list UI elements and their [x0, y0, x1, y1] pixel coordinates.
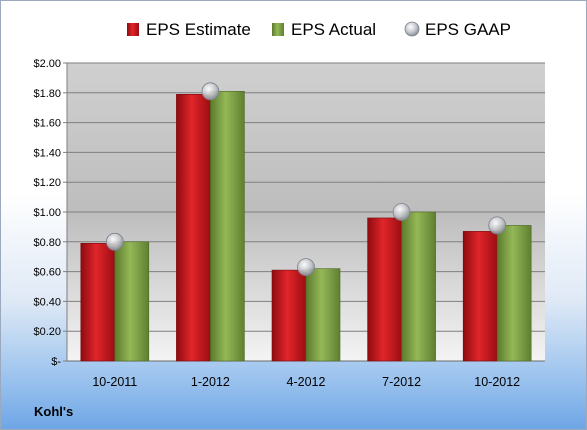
marker-eps-gaap: [201, 82, 220, 101]
legend-swatch: [127, 23, 139, 36]
bar-eps-actual: [114, 241, 150, 362]
bar-eps-actual: [305, 268, 341, 362]
plot-area: $- $0.20 $0.40 $0.60 $0.80 $1.00 $1.20 $1.40 $1.…: [33, 58, 545, 389]
bar-eps-estimate: [271, 269, 307, 362]
legend-label: EPS GAAP: [425, 20, 511, 39]
y-tick-label: $1.20: [33, 177, 61, 189]
x-tick-label: 7-2012: [382, 375, 421, 389]
bar-eps-estimate: [80, 242, 116, 362]
marker-eps-gaap: [392, 203, 411, 221]
x-tick-label: 10-2012: [474, 375, 520, 389]
y-tick-label: $0.40: [33, 296, 61, 308]
bar-eps-actual: [210, 91, 245, 362]
bar-eps-estimate: [462, 231, 498, 362]
legend: EPS Estimate EPS Actual EPS GAAP: [127, 20, 511, 39]
y-tick-label: $-: [51, 356, 61, 368]
bar-eps-actual: [496, 225, 532, 362]
marker-eps-gaap: [297, 258, 315, 277]
marker-eps-gaap: [488, 216, 507, 235]
bar-eps-actual: [401, 211, 436, 362]
bar-eps-estimate: [367, 217, 402, 362]
y-tick-label: $1.80: [33, 88, 61, 100]
bar-eps-estimate: [176, 93, 211, 362]
x-tick-label: 4-2012: [287, 375, 326, 389]
y-tick-label: $2.00: [33, 58, 61, 70]
marker-eps-gaap: [105, 232, 124, 251]
y-tick-label: $0.20: [33, 326, 61, 338]
legend-label: EPS Actual: [291, 20, 376, 39]
y-tick-label: $1.40: [33, 147, 61, 159]
company-label: Kohl's: [34, 404, 74, 419]
legend-swatch: [272, 23, 284, 36]
legend-swatch: [404, 21, 420, 37]
x-tick-label: 1-2012: [191, 375, 230, 389]
y-tick-label: $0.80: [33, 237, 61, 249]
y-tick-label: $1.60: [33, 118, 61, 130]
x-tick-label: 10-2011: [92, 375, 137, 389]
legend-label: EPS Estimate: [146, 20, 251, 39]
y-tick-label: $1.00: [33, 207, 61, 219]
y-tick-label: $0.60: [33, 267, 61, 279]
